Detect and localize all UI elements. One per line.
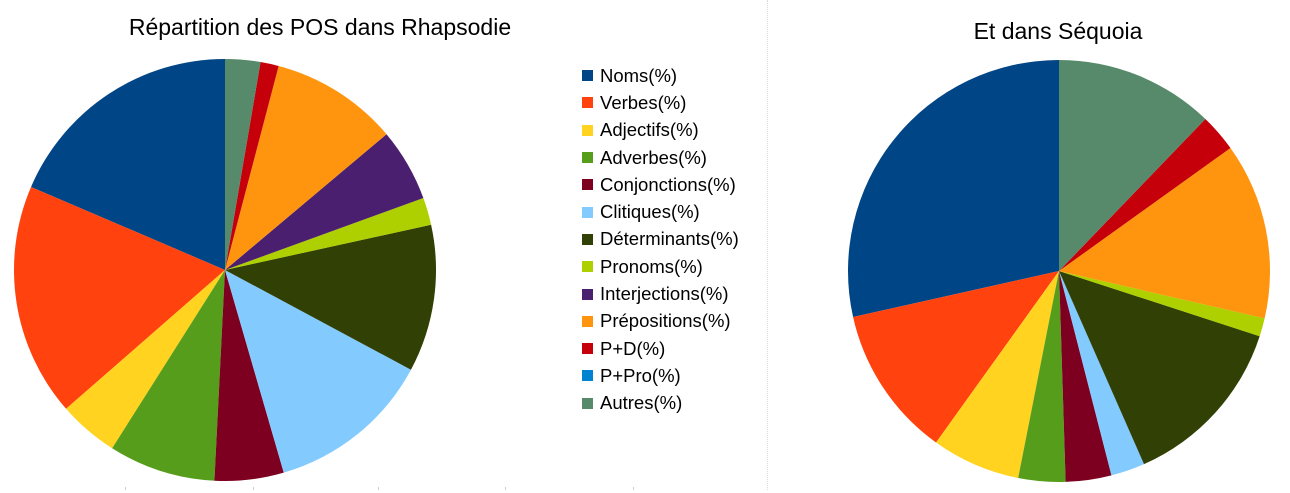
- pie-slice-rhapsodie-7: [225, 224, 436, 370]
- legend-item: Clitiques(%): [582, 198, 739, 225]
- pie-slice-sequoia-5: [1059, 271, 1112, 482]
- legend-item: Adverbes(%): [582, 144, 739, 171]
- legend-swatch: [582, 97, 593, 109]
- chart-title-sequoia: Et dans Séquoia: [973, 18, 1143, 44]
- pie-slice-rhapsodie-9: [225, 134, 424, 270]
- pie-slice-rhapsodie-3: [66, 270, 225, 449]
- legend-label: P+Pro(%): [600, 364, 681, 386]
- pie-slice-sequoia-8: [1059, 271, 1265, 337]
- legend-label: Adjectifs(%): [600, 119, 699, 141]
- pie-slice-rhapsodie-2: [13, 186, 226, 409]
- axis-tick-mark: [378, 487, 379, 490]
- axis-tick-mark: [633, 487, 634, 490]
- legend-item: Conjonctions(%): [582, 171, 739, 198]
- legend-item: Noms(%): [582, 62, 739, 89]
- legend-item: Pronoms(%): [582, 253, 739, 280]
- legend-swatch: [582, 370, 593, 382]
- legend-label: Autres(%): [600, 392, 683, 414]
- pie-chart-rhapsodie: [13, 59, 436, 481]
- legend-label: Noms(%): [600, 64, 678, 86]
- legend-swatch: [582, 206, 593, 218]
- legend-label: Clitiques(%): [600, 201, 700, 223]
- chart-title-rhapsodie: Répartition des POS dans Rhapsodie: [128, 14, 512, 40]
- legend-item: P+D(%): [582, 335, 739, 362]
- legend-label: Verbes(%): [600, 91, 687, 113]
- legend-item: Interjections(%): [582, 280, 739, 307]
- legend-item: Prépositions(%): [582, 308, 739, 335]
- legend-swatch: [582, 152, 593, 164]
- legend-label: Adverbes(%): [600, 146, 707, 168]
- legend-label: Conjonctions(%): [600, 173, 736, 195]
- legend-swatch: [582, 233, 593, 245]
- pie-slice-rhapsodie-13: [225, 59, 261, 270]
- axis-tick-mark: [125, 487, 126, 490]
- pie-slice-sequoia-2: [853, 271, 1059, 443]
- pie-slice-rhapsodie-8: [225, 198, 432, 270]
- pie-slice-rhapsodie-4: [112, 270, 225, 481]
- axis-tick-mark: [253, 487, 254, 490]
- pie-slice-sequoia-4: [1018, 271, 1066, 483]
- pie-slice-rhapsodie-11: [225, 62, 279, 270]
- legend-item: P+Pro(%): [582, 362, 739, 389]
- pie-slice-sequoia-6: [1059, 271, 1145, 476]
- legend-item: Autres(%): [582, 390, 739, 417]
- legend-swatch: [582, 70, 593, 82]
- pie-slice-sequoia-11: [1059, 119, 1231, 271]
- pie-chart-sequoia: [847, 60, 1271, 483]
- pie-slice-sequoia-10: [1059, 148, 1271, 319]
- pie-slice-rhapsodie-6: [225, 270, 411, 473]
- legend-swatch: [582, 315, 593, 327]
- legend-swatch: [582, 343, 593, 355]
- legend-label: Interjections(%): [600, 283, 729, 305]
- legend-item: Déterminants(%): [582, 226, 739, 253]
- legend-swatch: [582, 397, 593, 409]
- pie-slice-sequoia-3: [936, 271, 1059, 479]
- pie-slice-sequoia-1: [847, 60, 1059, 318]
- legend-label: Prépositions(%): [600, 310, 731, 332]
- axis-tick-mark: [505, 487, 506, 490]
- legend-label: Déterminants(%): [600, 228, 739, 250]
- pie-slice-rhapsodie-1: [31, 59, 225, 270]
- legend-item: Adjectifs(%): [582, 117, 739, 144]
- chart-legend: Noms(%) Verbes(%) Adjectifs(%) Adverbes(%) C…: [582, 62, 739, 417]
- pie-slice-rhapsodie-5: [214, 270, 284, 481]
- legend-swatch: [582, 288, 593, 300]
- divider: [767, 0, 769, 490]
- legend-item: Verbes(%): [582, 89, 739, 116]
- legend-swatch: [582, 124, 593, 136]
- legend-swatch: [582, 179, 593, 191]
- pie-slice-rhapsodie-10: [225, 65, 387, 270]
- pie-slice-sequoia-13: [1059, 60, 1206, 271]
- legend-label: Pronoms(%): [600, 255, 703, 277]
- pie-slice-sequoia-7: [1059, 271, 1260, 465]
- legend-label: P+D(%): [600, 337, 666, 359]
- legend-swatch: [582, 261, 593, 273]
